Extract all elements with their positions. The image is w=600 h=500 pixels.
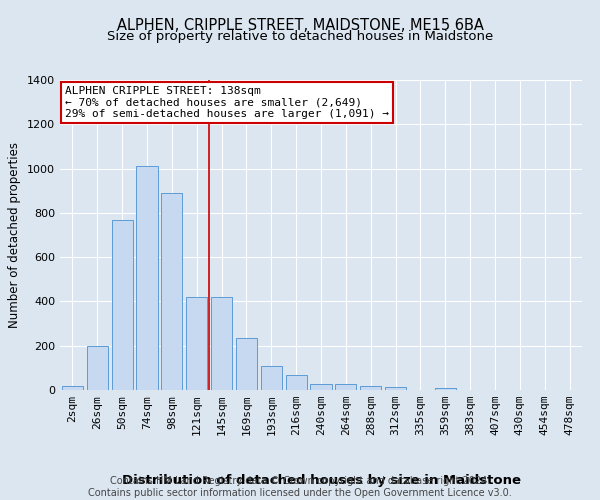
Bar — [62, 386, 83, 390]
Bar — [236, 338, 257, 390]
Bar — [360, 386, 381, 390]
Text: ALPHEN CRIPPLE STREET: 138sqm
← 70% of detached houses are smaller (2,649)
29% o: ALPHEN CRIPPLE STREET: 138sqm ← 70% of d… — [65, 86, 389, 120]
Y-axis label: Number of detached properties: Number of detached properties — [8, 142, 22, 328]
Bar — [136, 166, 158, 390]
Bar — [385, 386, 406, 390]
Bar — [335, 384, 356, 390]
Bar — [310, 384, 332, 390]
Bar — [435, 388, 456, 390]
Bar — [87, 346, 108, 390]
Bar — [161, 193, 182, 390]
Text: Size of property relative to detached houses in Maidstone: Size of property relative to detached ho… — [107, 30, 493, 43]
Bar — [211, 297, 232, 390]
Text: Contains HM Land Registry data © Crown copyright and database right 2024.
Contai: Contains HM Land Registry data © Crown c… — [88, 476, 512, 498]
Bar — [112, 220, 133, 390]
Bar — [286, 374, 307, 390]
Bar — [186, 297, 207, 390]
Text: ALPHEN, CRIPPLE STREET, MAIDSTONE, ME15 6BA: ALPHEN, CRIPPLE STREET, MAIDSTONE, ME15 … — [116, 18, 484, 32]
Bar — [261, 366, 282, 390]
X-axis label: Distribution of detached houses by size in Maidstone: Distribution of detached houses by size … — [121, 474, 521, 487]
